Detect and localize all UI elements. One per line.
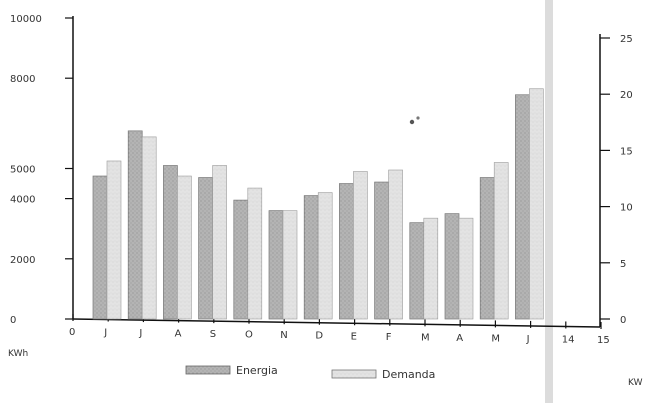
- demanda-bar: [493, 162, 509, 320]
- chart-legend: Energia Demanda: [185, 364, 435, 381]
- energia-bar: [92, 175, 108, 320]
- right-tick-label: 10: [620, 203, 633, 214]
- left-axis-label: KWh: [8, 349, 28, 359]
- left-axis-ticks: 0 2000 4000 5000 8000 10000: [10, 14, 73, 326]
- x-tick-label: M: [491, 333, 500, 344]
- x-tick-label: A: [456, 333, 463, 344]
- scan-dot: [409, 119, 415, 125]
- right-tick-label: 25: [620, 34, 633, 45]
- right-tick-label: 5: [620, 259, 626, 270]
- energia-bar: [409, 222, 425, 320]
- right-axis-label: KW: [628, 378, 643, 388]
- demanda-bar: [353, 171, 368, 320]
- x-tick-label: S: [210, 329, 216, 340]
- x-tick-label: J: [138, 328, 142, 339]
- demanda-bar: [458, 217, 474, 320]
- x-tick-label: 15: [597, 335, 610, 346]
- demanda-bar: [177, 175, 192, 320]
- right-tick-label: 15: [620, 146, 633, 157]
- demanda-bar: [529, 88, 544, 320]
- demanda-bar: [212, 165, 227, 320]
- legend-swatch-energia: [185, 365, 231, 375]
- left-tick-label: 2000: [10, 255, 35, 266]
- energia-bar: [479, 177, 495, 320]
- right-tick-label: 0: [620, 315, 626, 326]
- energia-bar: [515, 94, 530, 320]
- demanda-bar: [423, 217, 439, 320]
- x-tick-label: 0: [69, 327, 75, 338]
- energia-bar: [303, 195, 319, 320]
- energia-bar: [268, 210, 284, 320]
- left-tick-label: 0: [10, 315, 16, 326]
- left-tick-label: 10000: [10, 14, 42, 25]
- energia-bar: [374, 181, 389, 320]
- x-tick-label: F: [386, 332, 392, 343]
- energia-bar: [163, 165, 178, 320]
- x-tick-label: J: [526, 334, 530, 345]
- right-tick-label: 20: [620, 90, 633, 101]
- demanda-bar: [247, 187, 263, 320]
- scan-dot: [416, 116, 420, 120]
- legend-label-demanda: Demanda: [382, 368, 435, 381]
- x-tick-label: D: [315, 331, 323, 342]
- energia-bar: [444, 213, 460, 320]
- legend-swatch-demanda: [331, 369, 377, 379]
- left-tick-label: 4000: [10, 195, 35, 206]
- x-tick-label: 14: [562, 334, 575, 345]
- demanda-bar: [317, 192, 333, 320]
- x-tick-label: N: [280, 330, 287, 341]
- energia-bar: [198, 177, 213, 320]
- x-axis-line: [72, 318, 601, 328]
- energia-bar: [339, 183, 354, 320]
- x-tick-label: E: [351, 331, 357, 342]
- demanda-bar: [282, 210, 298, 320]
- left-tick-label: 5000: [10, 165, 35, 176]
- energia-bar: [127, 130, 143, 320]
- demanda-bar: [141, 136, 157, 320]
- x-tick-label: M: [421, 332, 430, 343]
- energia-bar: [233, 199, 249, 320]
- x-tick-label: A: [175, 329, 182, 340]
- chart-axes: [72, 16, 601, 328]
- legend-label-energia: Energia: [236, 364, 278, 377]
- x-tick-label: O: [245, 330, 253, 341]
- demanda-bar: [106, 160, 122, 320]
- scan-artifact-lines: [545, 0, 553, 403]
- demanda-bar: [388, 169, 403, 320]
- x-axis-ticks: 0 J J A S O N D E F M A M J 14 15: [69, 314, 610, 346]
- left-tick-label: 8000: [10, 74, 35, 85]
- bar-series: [92, 88, 544, 320]
- right-axis-ticks: 0 5 10 15 20 25: [600, 34, 633, 326]
- x-tick-label: J: [103, 328, 107, 339]
